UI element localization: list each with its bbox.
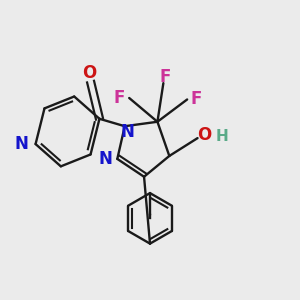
Text: N: N: [98, 150, 112, 168]
Text: N: N: [14, 135, 28, 153]
Text: H: H: [215, 129, 228, 144]
Text: O: O: [82, 64, 96, 82]
Text: N: N: [120, 123, 134, 141]
Text: F: F: [159, 68, 170, 85]
Text: F: F: [190, 91, 202, 109]
Text: F: F: [113, 89, 125, 107]
Text: O: O: [198, 126, 212, 144]
